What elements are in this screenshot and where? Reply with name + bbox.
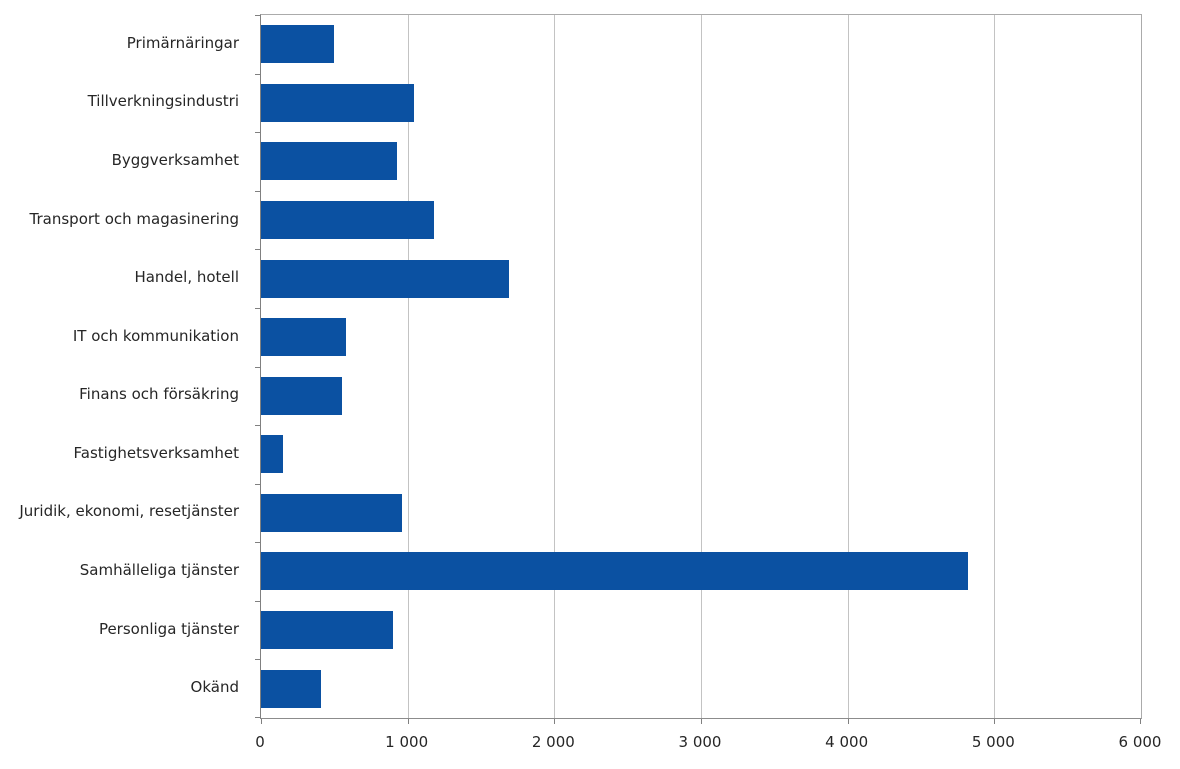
y-tick (255, 542, 261, 544)
y-tick (255, 190, 261, 192)
category-label-row: Transport och magasinering (0, 190, 250, 249)
category-label: Personliga tjänster (98, 619, 239, 638)
bar-series (261, 15, 1141, 718)
bar (261, 25, 335, 64)
bar (261, 83, 414, 122)
x-tick (407, 719, 409, 724)
bar-row (261, 308, 1141, 367)
x-tick-label: 2 000 (531, 733, 575, 751)
x-tick (1140, 719, 1141, 724)
category-label-row: Byggverksamhet (0, 131, 250, 190)
bar-row (261, 15, 1141, 74)
bar (261, 435, 283, 474)
x-tick (261, 719, 262, 724)
y-tick (255, 366, 261, 368)
gridline (994, 15, 996, 718)
x-tick-label: 3 000 (678, 733, 722, 751)
x-tick-label: 0 (255, 733, 265, 751)
bar (261, 552, 968, 591)
bar (261, 201, 435, 240)
gridline (554, 15, 556, 718)
gridline (847, 15, 849, 718)
bar-row (261, 601, 1141, 660)
y-tick (255, 132, 261, 134)
category-label-row: Okänd (0, 658, 250, 717)
bar (261, 611, 393, 650)
category-label-row: Personliga tjänster (0, 600, 250, 659)
bar-row (261, 425, 1141, 484)
x-tick-label: 5 000 (971, 733, 1015, 751)
category-label: Fastighetsverksamhet (73, 443, 239, 462)
category-label-row: Primärnäringar (0, 14, 250, 73)
y-tick (255, 483, 261, 485)
plot-area (255, 14, 1142, 724)
category-label: Primärnäringar (126, 33, 239, 52)
category-label: Handel, hotell (134, 268, 239, 287)
category-label: Juridik, ekonomi, resetjänster (19, 502, 239, 521)
x-tick (701, 719, 702, 724)
category-label-row: IT och kommunikation (0, 307, 250, 366)
bar (261, 318, 347, 357)
x-tick (847, 719, 849, 724)
category-label: Byggverksamhet (111, 150, 239, 169)
bar-row (261, 74, 1141, 133)
bar-row (261, 249, 1141, 308)
category-label-row: Tillverkningsindustri (0, 73, 250, 132)
x-tick-label: 6 000 (1118, 733, 1162, 751)
x-tick (554, 719, 556, 724)
y-tick (255, 307, 261, 309)
category-label: Okänd (190, 678, 239, 697)
x-tick-label: 4 000 (825, 733, 869, 751)
category-label: Finans och försäkring (79, 385, 239, 404)
bar (261, 142, 398, 181)
bar-row (261, 132, 1141, 191)
bar (261, 376, 342, 415)
bar-row (261, 542, 1141, 601)
y-tick (255, 717, 261, 718)
bar (261, 259, 509, 298)
category-label-row: Fastighetsverksamhet (0, 424, 250, 483)
bar (261, 493, 402, 532)
y-tick (255, 425, 261, 427)
category-label: Samhälleliga tjänster (79, 560, 239, 579)
category-label-row: Finans och försäkring (0, 365, 250, 424)
category-label: Transport och magasinering (29, 209, 239, 228)
category-label: IT och kommunikation (72, 326, 239, 345)
x-tick (994, 719, 996, 724)
y-tick (255, 15, 261, 16)
bar-row (261, 191, 1141, 250)
category-axis: Primärnäringar Tillverkningsindustri Byggv… (0, 14, 250, 717)
category-label-row: Samhälleliga tjänster (0, 541, 250, 600)
category-label-row: Handel, hotell (0, 248, 250, 307)
y-tick (255, 249, 261, 251)
bar-row (261, 484, 1141, 543)
gridline (701, 15, 702, 718)
y-tick (255, 659, 261, 661)
y-tick (255, 73, 261, 75)
bar (261, 669, 322, 708)
bar-row (261, 366, 1141, 425)
category-label: Tillverkningsindustri (87, 92, 239, 111)
gridline (407, 15, 409, 718)
bar-row (261, 659, 1141, 718)
y-tick (255, 600, 261, 602)
x-tick-label: 1 000 (385, 733, 429, 751)
category-label-row: Juridik, ekonomi, resetjänster (0, 483, 250, 542)
